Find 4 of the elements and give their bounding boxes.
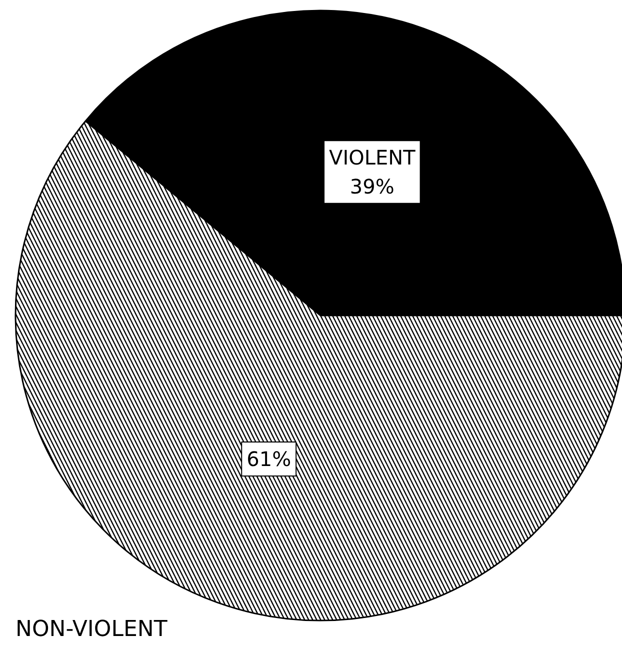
data-label: 61%	[246, 446, 292, 471]
data-label: 39%	[350, 174, 394, 198]
slice-label: VIOLENT	[329, 146, 416, 170]
slice-label: NON-VIOLENT	[16, 617, 168, 642]
